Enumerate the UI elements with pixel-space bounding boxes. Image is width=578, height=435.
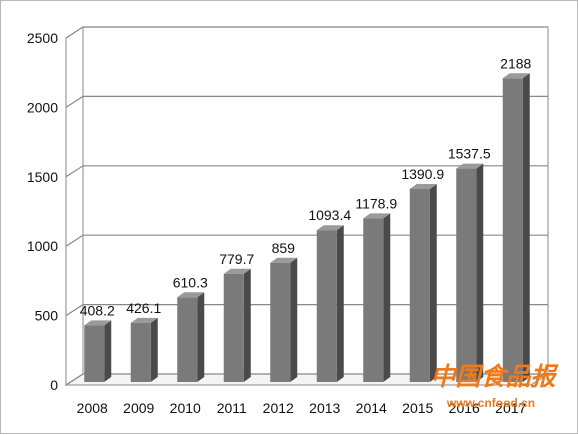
- data-label: 779.7: [219, 251, 254, 267]
- x-tick-label: 2016: [449, 400, 480, 416]
- bar: [502, 73, 530, 382]
- data-label: 426.1: [126, 300, 161, 316]
- y-tick-label: 2500: [27, 30, 58, 46]
- bar-front: [363, 218, 384, 382]
- bar-top: [456, 163, 484, 169]
- bar-front: [502, 78, 523, 382]
- bar-top: [502, 73, 530, 79]
- bar: [409, 183, 437, 382]
- bar-top: [363, 213, 391, 219]
- x-tick-label: 2013: [309, 400, 340, 416]
- bar-side: [104, 320, 112, 382]
- data-label: 1093.4: [308, 207, 351, 223]
- y-tick-label: 500: [35, 308, 59, 324]
- gridline: [65, 165, 548, 178]
- bar-top: [270, 257, 298, 263]
- x-tick-label: 2010: [170, 400, 201, 416]
- bar-side: [383, 213, 391, 382]
- bar: [363, 213, 391, 382]
- bar-side: [522, 73, 530, 382]
- bar-top: [409, 183, 437, 189]
- data-label: 1537.5: [448, 146, 491, 162]
- bar-top: [316, 225, 344, 231]
- bar-front: [223, 273, 244, 382]
- watermark-logo-text: 中国食品报: [430, 362, 559, 391]
- x-tick-label: 2012: [263, 400, 294, 416]
- bar-top: [84, 320, 112, 326]
- data-labels: 408.2 426.1 610.3 779.7 859 1093.41178.91390.…: [80, 55, 532, 318]
- data-label: 2188: [500, 55, 531, 71]
- bar-front: [84, 325, 105, 382]
- data-label: 610.3: [173, 274, 208, 290]
- bar: [130, 317, 158, 382]
- bar-side: [476, 163, 484, 382]
- watermark-url: www.cnfood.cn: [446, 396, 535, 410]
- bar-front: [456, 168, 477, 382]
- x-tick-label: 2014: [356, 400, 387, 416]
- bar-front: [270, 262, 291, 382]
- x-tick-label: 2011: [217, 400, 247, 416]
- bar-side: [243, 268, 251, 382]
- y-tick-label: 1000: [27, 238, 58, 254]
- x-tick-label: 2009: [123, 400, 154, 416]
- gridline: [65, 234, 548, 247]
- y-axis-ticks: 0 500 1000 1500 2000 2500: [27, 30, 58, 393]
- side-wall: [65, 26, 84, 386]
- bar-front: [316, 230, 337, 382]
- bar-side: [336, 225, 344, 382]
- bar-top: [177, 292, 205, 298]
- bar: [177, 292, 205, 382]
- gridlines: [65, 26, 548, 386]
- bar-side: [290, 257, 298, 382]
- bar: [270, 257, 298, 382]
- x-tick-label: 2017: [495, 400, 526, 416]
- gridline: [65, 304, 548, 317]
- y-tick-label: 2000: [27, 99, 58, 115]
- data-label: 1390.9: [401, 166, 444, 182]
- bar-side: [197, 292, 205, 382]
- data-label: 408.2: [80, 302, 115, 318]
- bar-side: [150, 317, 158, 382]
- x-tick-label: 2008: [77, 400, 108, 416]
- y-tick-label: 1500: [27, 169, 58, 185]
- bar-top: [130, 317, 158, 323]
- bar: [223, 268, 251, 382]
- bar: [316, 225, 344, 382]
- x-tick-label: 2015: [402, 400, 433, 416]
- data-label: 859: [272, 240, 296, 256]
- bar-side: [429, 183, 437, 382]
- gridline: [65, 95, 548, 108]
- x-axis-ticks: 2008 2009 2010 2011 2012 2013 2014 2015 2016 2017: [77, 400, 527, 416]
- bar-front: [409, 188, 430, 382]
- bar-top: [223, 268, 251, 274]
- bars: [84, 73, 530, 382]
- bar: [84, 320, 112, 382]
- data-label: 1178.9: [355, 195, 397, 211]
- watermark: 中国食品报 www.cnfood.cn: [430, 362, 559, 410]
- gridline: [65, 373, 548, 386]
- y-tick-label: 0: [50, 377, 58, 393]
- bar: [456, 163, 484, 382]
- gridline: [65, 26, 548, 39]
- bar-front: [177, 297, 198, 382]
- bar-front: [130, 322, 151, 382]
